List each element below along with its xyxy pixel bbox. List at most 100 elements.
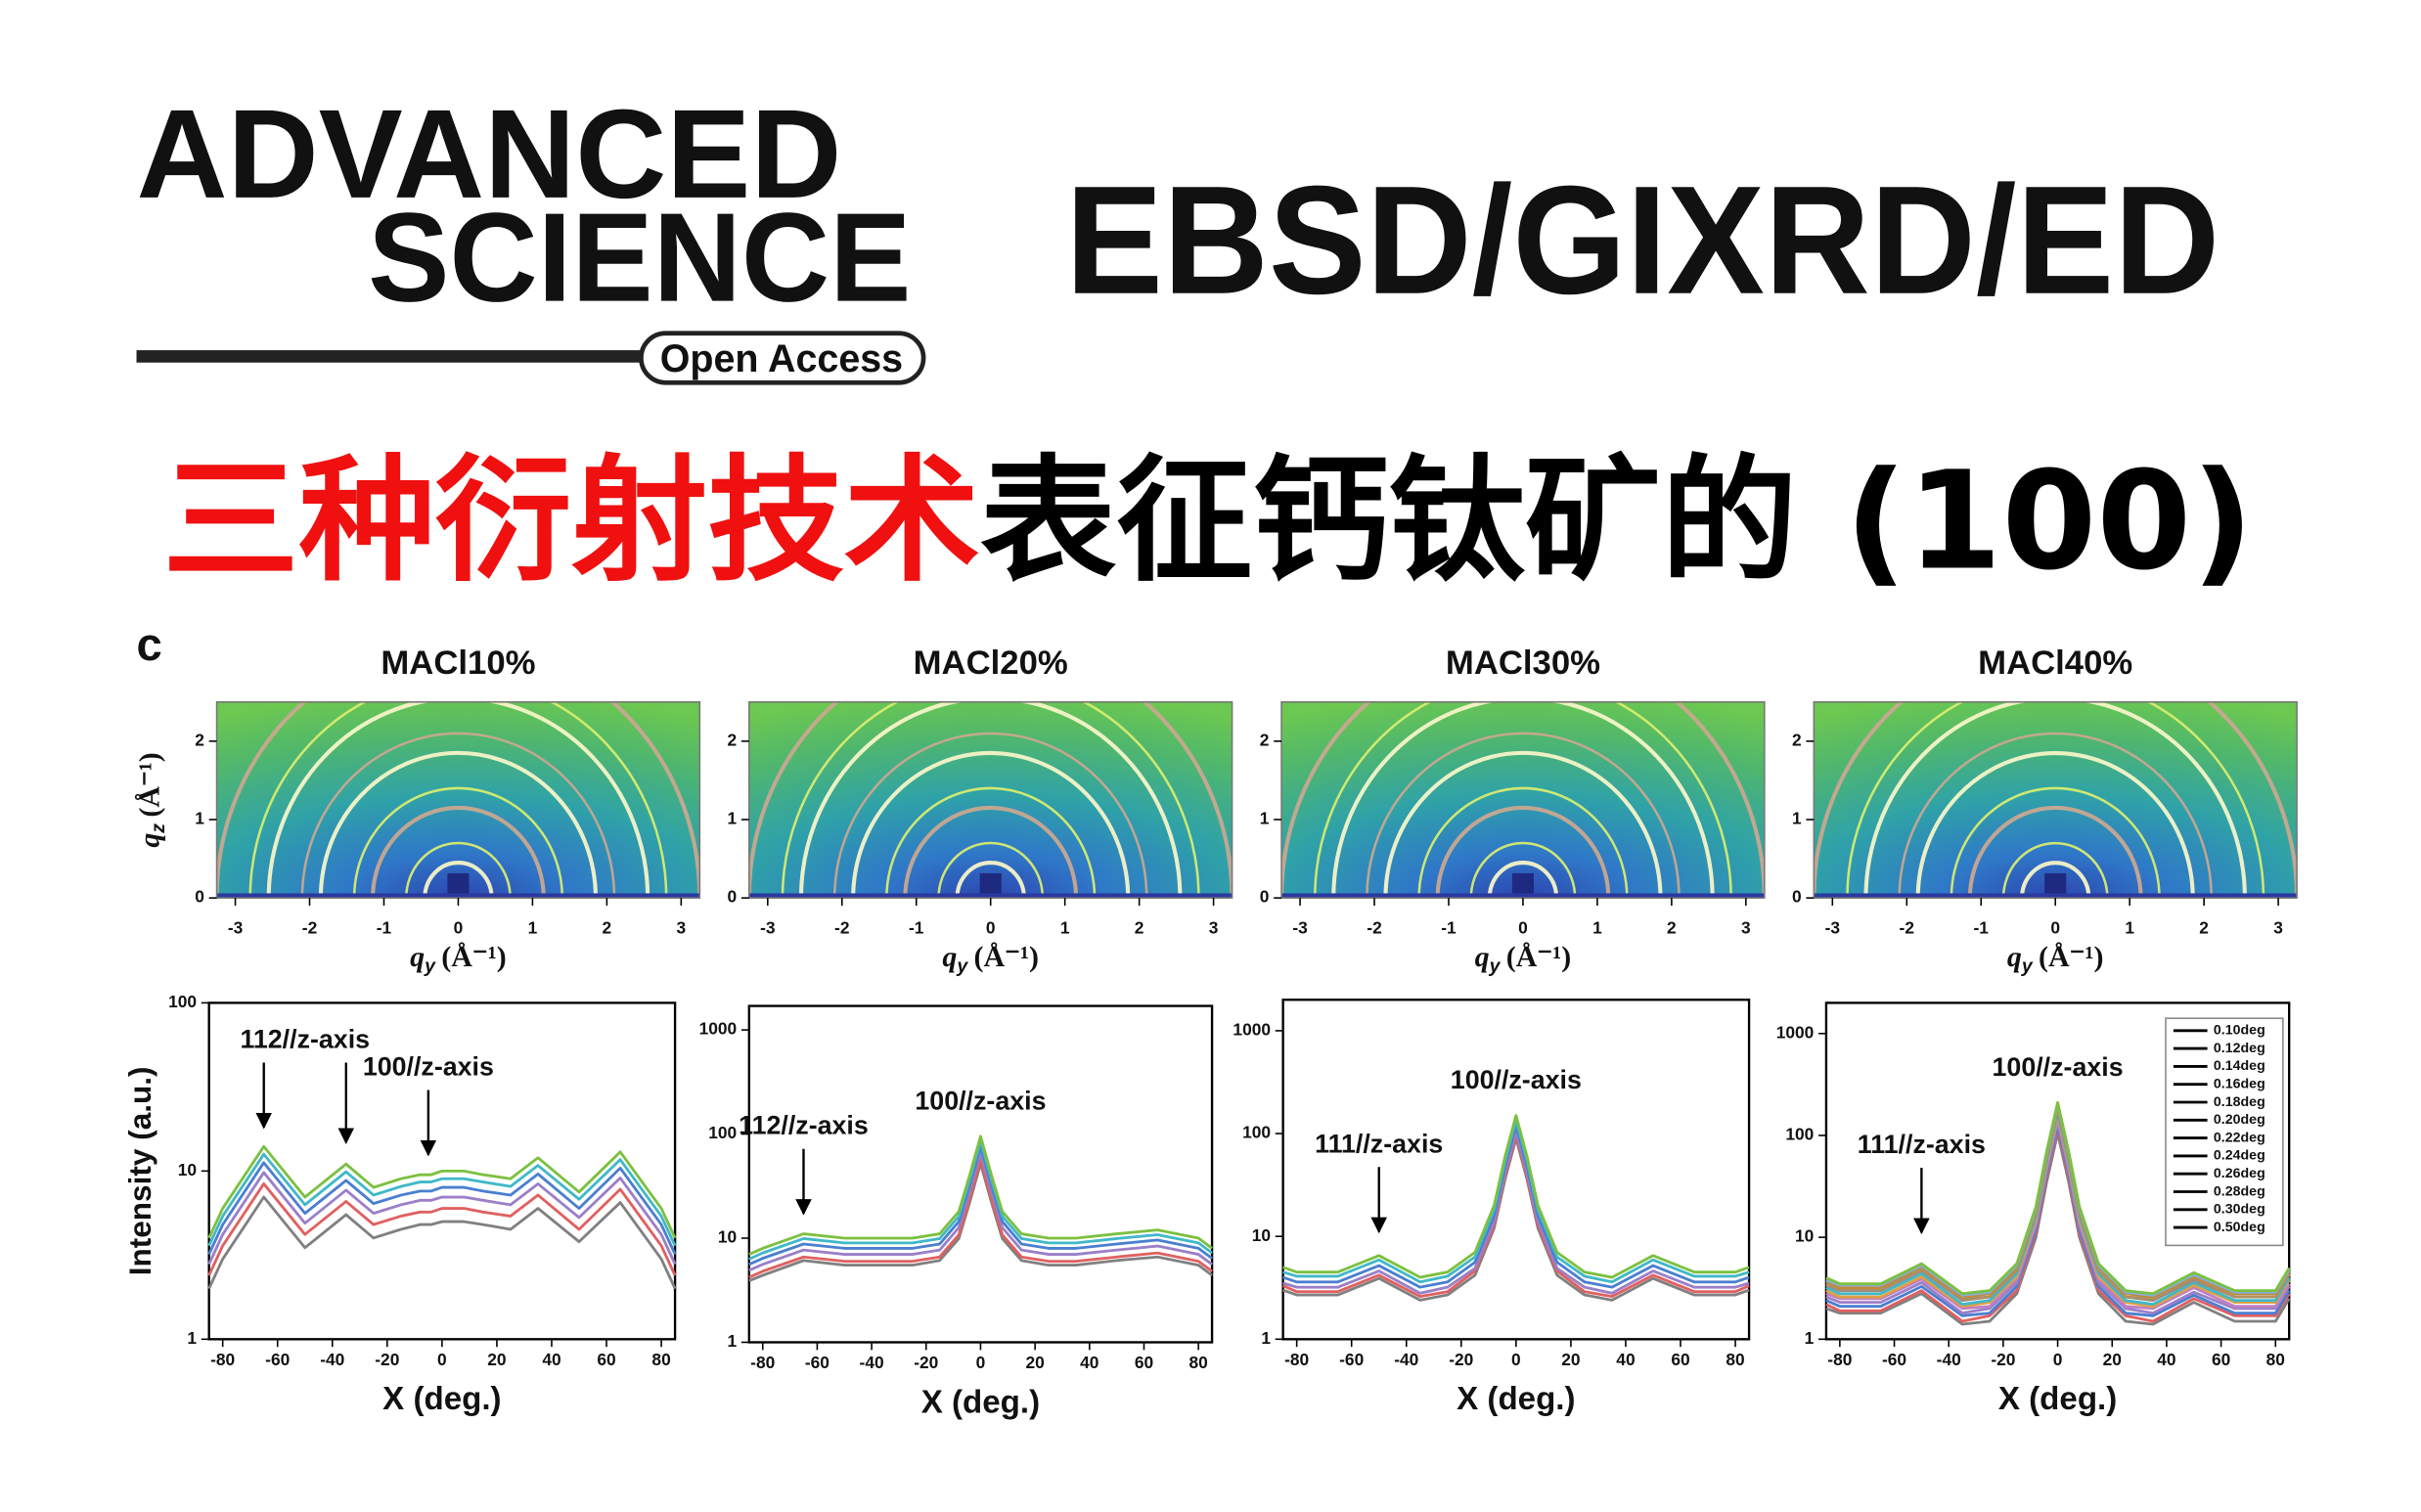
diffraction-ring <box>216 701 700 899</box>
annotation: 111//z-axis <box>1315 1129 1443 1158</box>
x-tick-label: -40 <box>320 1350 344 1369</box>
x-tick-label: -2 <box>302 917 317 937</box>
beam-stop <box>2044 872 2067 899</box>
x-tick-label: -1 <box>909 917 924 937</box>
y-tick-label: 100 <box>1785 1125 1814 1144</box>
diffraction-ring <box>248 701 668 899</box>
x-tick-label: 2 <box>1135 917 1144 937</box>
y-tick-label: 1 <box>728 1331 738 1351</box>
y-tick-label: 1 <box>195 809 204 828</box>
horizon <box>1814 893 2298 899</box>
x-tick-label: 1 <box>2125 917 2134 937</box>
x-tick-label: 40 <box>1080 1353 1098 1372</box>
diffraction-ring <box>937 841 1045 899</box>
series-line <box>207 1144 677 1239</box>
legend-label: 0.18deg <box>2214 1094 2265 1110</box>
axis-unit: (Å⁻¹) <box>133 752 165 817</box>
legend-label: 0.10deg <box>2214 1023 2265 1039</box>
diffraction-ring <box>955 861 1026 899</box>
y-tick-label: 10 <box>1252 1225 1271 1245</box>
diffraction-ring <box>832 732 1148 899</box>
axis-unit: (Å⁻¹) <box>2039 941 2103 973</box>
legend-label: 0.50deg <box>2214 1220 2265 1235</box>
beam-stop <box>1511 872 1534 899</box>
detector-image <box>216 701 700 899</box>
annotation: 111//z-axis <box>1858 1130 1986 1159</box>
axis-label: qy (Å⁻¹) <box>2007 941 2104 977</box>
y-tick-label: 1 <box>187 1328 197 1348</box>
x-tick-label: 1 <box>528 917 538 937</box>
x-tick-label: 3 <box>1209 917 1219 937</box>
logo-line1: ADVANCED <box>137 84 842 225</box>
axis-unit: (Å⁻¹) <box>974 941 1039 973</box>
x-tick-label: 20 <box>1025 1353 1044 1372</box>
x-tick-label: 2 <box>1667 917 1677 937</box>
diffraction-ring <box>781 701 1200 899</box>
diffraction-ring <box>318 750 599 899</box>
legend-label: 0.30deg <box>2214 1202 2265 1218</box>
diffraction-ring <box>1417 786 1629 899</box>
x-tick-label: -60 <box>1882 1350 1906 1369</box>
series-line <box>1825 1100 2291 1296</box>
legend-box <box>2165 1017 2284 1247</box>
x-tick-label: -2 <box>834 917 849 937</box>
y-tick-label: 1 <box>1792 809 1802 828</box>
y-tick-label: 100 <box>708 1123 737 1142</box>
y-tick-label: 1 <box>1260 809 1270 828</box>
annotation: 100//z-axis <box>1993 1052 2124 1082</box>
series-line <box>207 1152 677 1247</box>
y-tick-label: 0 <box>1260 887 1270 907</box>
diffraction-ring <box>266 701 650 899</box>
detector-background <box>1814 701 2298 899</box>
axis-label: X (deg.) <box>382 1381 501 1417</box>
x-tick-label: 2 <box>2199 917 2209 937</box>
axis-unit: (Å⁻¹) <box>1506 941 1571 973</box>
x-tick-label: -3 <box>1292 917 1308 937</box>
detector-image <box>748 701 1233 899</box>
x-tick-label: 0 <box>454 917 464 937</box>
y-tick-label: 1000 <box>1776 1022 1815 1042</box>
axis-subscript: y <box>2021 956 2034 977</box>
x-tick-label: 0 <box>986 917 996 937</box>
y-tick-label: 10 <box>178 1160 197 1179</box>
x-tick-label: 40 <box>1616 1350 1635 1369</box>
chart-title: MACl20% <box>914 645 1068 682</box>
series-line <box>1282 1130 1750 1295</box>
detector-background <box>1281 701 1765 899</box>
x-tick-label: 60 <box>597 1350 615 1369</box>
series-line <box>1282 1114 1750 1279</box>
annotation: 100//z-axis <box>363 1052 494 1082</box>
series-line <box>748 1151 1213 1272</box>
y-tick-label: 1 <box>1805 1328 1815 1348</box>
x-tick-label: 0 <box>2053 1350 2063 1369</box>
diffraction-ring <box>2019 861 2091 899</box>
x-tick-label: 80 <box>2266 1350 2285 1369</box>
diffraction-ring <box>2001 841 2109 899</box>
series-line <box>748 1134 1213 1256</box>
x-tick-label: 0 <box>1518 917 1528 937</box>
x-tick-label: 20 <box>2103 1350 2122 1369</box>
axis-subscript: y <box>424 956 436 977</box>
axis-label: qy (Å⁻¹) <box>1475 941 1572 977</box>
diffraction-ring <box>352 787 564 899</box>
x-tick-label: -80 <box>750 1353 775 1372</box>
axis-label: X (deg.) <box>921 1384 1040 1420</box>
x-tick-label: -80 <box>210 1350 235 1369</box>
x-tick-label: 0 <box>976 1353 986 1372</box>
y-tick-label: 1000 <box>1233 1019 1271 1039</box>
diffraction-ring <box>1487 861 1559 899</box>
y-tick-label: 1 <box>728 809 738 828</box>
legend-label: 0.12deg <box>2214 1041 2265 1056</box>
y-tick-label: 2 <box>1260 730 1270 749</box>
x-tick-label: 2 <box>603 917 612 937</box>
x-tick-label: -3 <box>228 917 244 937</box>
axis-label: qy (Å⁻¹) <box>410 941 507 977</box>
x-tick-label: -1 <box>1974 917 1990 937</box>
beam-stop <box>979 872 1002 899</box>
series-line <box>207 1171 677 1266</box>
y-tick-label: 1 <box>1261 1328 1271 1348</box>
logo-badge <box>639 331 926 385</box>
x-tick-label: -2 <box>1900 917 1914 937</box>
x-tick-label: -1 <box>377 917 392 937</box>
diffraction-ring <box>903 806 1079 899</box>
